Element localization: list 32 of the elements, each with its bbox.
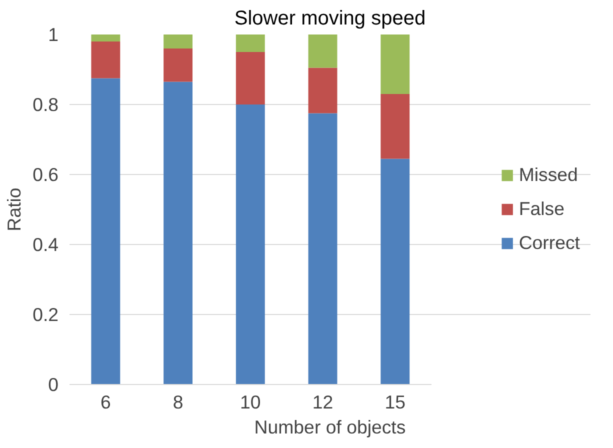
- bar: [236, 34, 265, 52]
- bar: [164, 82, 193, 384]
- bar: [164, 48, 193, 82]
- x-tick-label: 10: [240, 392, 261, 412]
- y-tick-label: 0.4: [32, 234, 59, 255]
- legend-label: False: [518, 198, 564, 220]
- x-tick-label: 12: [312, 392, 334, 412]
- bar: [308, 113, 338, 384]
- bar: [236, 104, 265, 384]
- bar: [236, 52, 265, 104]
- legend-label: Correct: [518, 232, 580, 254]
- y-axis-title: Ratio: [4, 188, 25, 232]
- x-axis-title: Number of objects: [254, 416, 406, 438]
- bar: [91, 42, 120, 78]
- y-tick-label: 1: [48, 24, 59, 45]
- y-tick-label: 0.2: [32, 304, 59, 325]
- x-tick-label: 6: [100, 392, 111, 412]
- bar: [308, 34, 338, 68]
- y-tick-label: 0: [48, 374, 59, 395]
- bar: [91, 78, 120, 384]
- y-tick-label: 0.8: [32, 94, 59, 115]
- legend-label: Missed: [518, 164, 578, 186]
- bar: [164, 34, 193, 48]
- bar: [380, 158, 410, 384]
- bar: [380, 34, 410, 94]
- bar: [308, 68, 338, 114]
- bar: [91, 34, 120, 42]
- y-tick-label: 0.6: [32, 164, 59, 185]
- x-tick-label: 8: [172, 392, 184, 412]
- chart-title: Slower moving speed: [234, 8, 426, 30]
- bar: [380, 94, 410, 159]
- x-tick-label: 15: [384, 392, 406, 412]
